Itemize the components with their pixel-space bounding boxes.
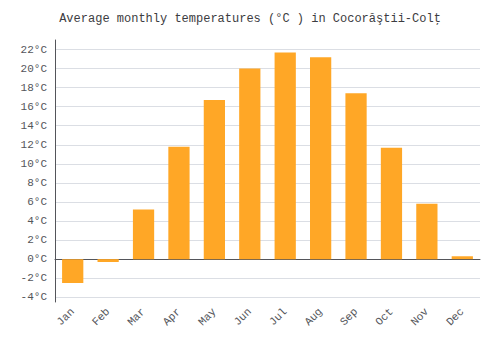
svg-text:14°C: 14°C bbox=[21, 120, 48, 132]
svg-text:Jun: Jun bbox=[232, 306, 254, 328]
svg-text:18°C: 18°C bbox=[21, 82, 48, 94]
svg-text:Average monthly temperatures (: Average monthly temperatures (°C ) in Co… bbox=[59, 12, 441, 26]
svg-text:Mar: Mar bbox=[125, 306, 147, 328]
svg-text:2°C: 2°C bbox=[27, 234, 47, 246]
svg-text:Sep: Sep bbox=[338, 306, 360, 328]
svg-text:Dec: Dec bbox=[444, 306, 466, 328]
svg-text:4°C: 4°C bbox=[27, 215, 47, 227]
svg-text:0°C: 0°C bbox=[27, 253, 47, 265]
svg-text:10°C: 10°C bbox=[21, 158, 48, 170]
svg-text:Apr: Apr bbox=[161, 306, 183, 328]
svg-text:Feb: Feb bbox=[90, 306, 112, 328]
svg-text:20°C: 20°C bbox=[21, 63, 48, 75]
svg-text:8°C: 8°C bbox=[27, 177, 47, 189]
svg-text:16°C: 16°C bbox=[21, 101, 48, 113]
svg-text:6°C: 6°C bbox=[27, 196, 47, 208]
svg-text:Oct: Oct bbox=[373, 306, 395, 328]
svg-text:-4°C: -4°C bbox=[21, 291, 48, 303]
svg-text:22°C: 22°C bbox=[21, 44, 48, 56]
svg-text:Aug: Aug bbox=[302, 306, 324, 328]
svg-text:Jan: Jan bbox=[54, 306, 76, 328]
svg-text:Nov: Nov bbox=[409, 305, 432, 328]
svg-text:12°C: 12°C bbox=[21, 139, 48, 151]
svg-text:-2°C: -2°C bbox=[21, 272, 48, 284]
svg-text:May: May bbox=[196, 305, 219, 328]
svg-text:Jul: Jul bbox=[267, 306, 289, 328]
